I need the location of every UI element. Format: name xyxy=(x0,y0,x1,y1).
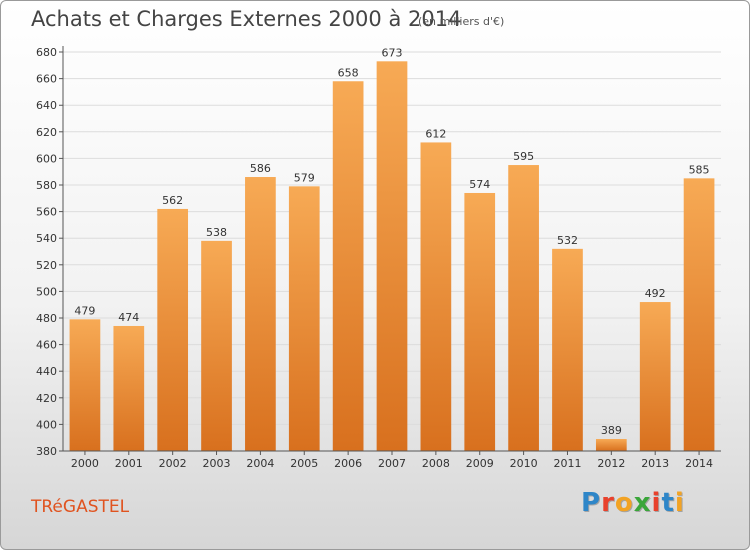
bar xyxy=(157,208,189,451)
axes: 380 400 420 440 460 480 500 520 540 560 580 600 620 6… xyxy=(36,46,721,470)
y-tick-label: 580 xyxy=(36,179,57,192)
bar xyxy=(595,439,627,451)
data-label: 585 xyxy=(689,163,710,176)
x-tick-label: 2007 xyxy=(378,457,406,470)
x-tick-label: 2005 xyxy=(290,457,318,470)
chart-title: Achats et Charges Externes 2000 à 2014 xyxy=(31,7,462,31)
proxiti-logo[interactable]: Proxiti xyxy=(581,488,685,518)
data-label: 492 xyxy=(645,287,666,300)
x-tick-label: 2002 xyxy=(159,457,187,470)
data-label: 389 xyxy=(601,424,622,437)
brand-letter: x xyxy=(633,488,652,518)
bar xyxy=(420,142,452,451)
x-tick-label: 2001 xyxy=(115,457,143,470)
x-tick-label: 2011 xyxy=(553,457,581,470)
bar xyxy=(464,192,496,452)
data-label: 538 xyxy=(206,226,227,239)
y-tick-label: 420 xyxy=(36,392,57,405)
bar xyxy=(69,319,101,451)
x-tick-label: 2004 xyxy=(246,457,274,470)
place-name: TRéGASTEL xyxy=(31,497,130,517)
y-tick-label: 500 xyxy=(36,285,57,298)
y-tick-label: 520 xyxy=(36,259,57,272)
bar xyxy=(113,325,145,451)
brand-letter: i xyxy=(651,488,662,518)
y-tick-label: 640 xyxy=(36,99,57,112)
x-tick-label: 2012 xyxy=(597,457,625,470)
x-tick-label: 2008 xyxy=(422,457,450,470)
x-tick-label: 2003 xyxy=(203,457,231,470)
y-tick-label: 680 xyxy=(36,46,57,59)
x-tick-label: 2013 xyxy=(641,457,669,470)
data-label: 479 xyxy=(74,304,95,317)
data-label: 673 xyxy=(382,46,403,59)
y-tick-label: 560 xyxy=(36,206,57,219)
x-tick-label: 2014 xyxy=(685,457,713,470)
bar xyxy=(508,165,539,452)
y-tick-label: 460 xyxy=(36,339,57,352)
brand-letter: o xyxy=(614,488,634,518)
y-tick-label: 540 xyxy=(36,232,57,245)
x-tick-label: 2009 xyxy=(466,457,494,470)
data-label: 595 xyxy=(513,150,534,163)
y-tick-label: 440 xyxy=(36,365,57,378)
bar xyxy=(201,240,232,451)
x-tick-label: 2010 xyxy=(510,457,538,470)
bar xyxy=(552,248,583,451)
bar xyxy=(245,177,276,451)
data-label: 474 xyxy=(118,311,139,324)
y-tick-label: 620 xyxy=(36,126,57,139)
data-label: 586 xyxy=(250,162,271,175)
brand-letter: t xyxy=(661,488,675,518)
bar xyxy=(639,302,671,451)
y-tick-label: 660 xyxy=(36,73,57,86)
brand-letter: i xyxy=(674,488,685,518)
data-label: 612 xyxy=(425,127,446,140)
y-tick-label: 380 xyxy=(36,445,57,458)
bars: 479 474 562 538 586 579 658 673 612 574 595 532 389 4… xyxy=(69,46,715,452)
bar xyxy=(683,178,715,451)
data-label: 574 xyxy=(469,178,490,191)
bar xyxy=(376,61,408,452)
x-tick-label: 2006 xyxy=(334,457,362,470)
data-label: 658 xyxy=(338,66,359,79)
x-tick-label: 2000 xyxy=(71,457,99,470)
bar xyxy=(288,186,320,451)
y-tick-label: 600 xyxy=(36,152,57,165)
data-label: 562 xyxy=(162,194,183,207)
bar xyxy=(332,81,364,451)
y-tick-label: 480 xyxy=(36,312,57,325)
data-label: 532 xyxy=(557,234,578,247)
data-label: 579 xyxy=(294,171,315,184)
chart-subtitle: (en milliers d'€) xyxy=(418,15,505,28)
y-tick-label: 400 xyxy=(36,418,57,431)
brand-letter: r xyxy=(601,488,615,518)
brand-letter: P xyxy=(581,488,602,518)
